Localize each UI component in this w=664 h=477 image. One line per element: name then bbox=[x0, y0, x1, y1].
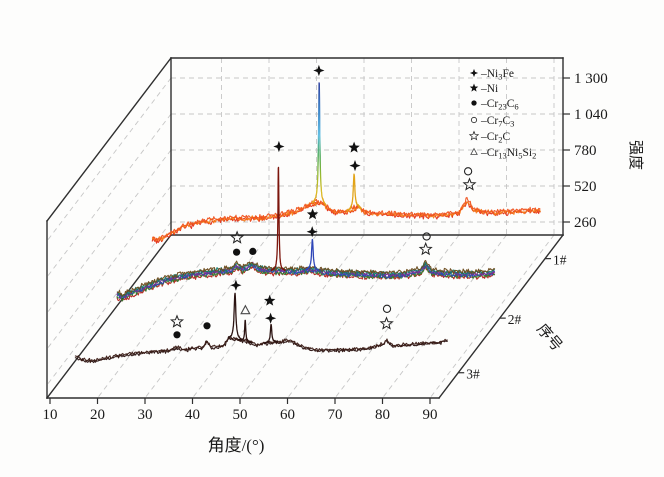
trace-2# bbox=[116, 261, 495, 298]
marker-star-open-icon bbox=[379, 316, 394, 330]
x-tick-label: 40 bbox=[185, 407, 200, 423]
marker-circle-filled-icon bbox=[203, 322, 211, 330]
marker-star-filled-icon bbox=[263, 294, 276, 306]
grid-floor-diagonal bbox=[97, 234, 222, 399]
peak-2# bbox=[304, 238, 320, 272]
x-tick-label: 10 bbox=[43, 407, 58, 423]
peak-3# bbox=[237, 319, 253, 344]
trace-2# bbox=[116, 259, 496, 297]
marker-star-filled-icon bbox=[306, 208, 319, 220]
gridlines bbox=[46, 58, 563, 399]
marker-triangle-open-icon bbox=[240, 304, 251, 315]
trace-3# bbox=[74, 337, 448, 364]
legend-item: –Cr13​Ni5​Si2​ bbox=[470, 147, 536, 161]
grid-floor-diagonal bbox=[287, 234, 412, 399]
marker-circle-open-icon bbox=[422, 232, 431, 241]
marker-circle-open-icon bbox=[382, 304, 392, 313]
marker-plus-icon bbox=[273, 140, 285, 153]
box-edge bbox=[46, 234, 172, 399]
x-tick-label: 60 bbox=[280, 407, 295, 423]
grid-floor-diagonal bbox=[382, 234, 507, 399]
z-axis-title: 序号 bbox=[533, 321, 565, 355]
z-tick-label: 1# bbox=[553, 253, 567, 268]
grid-leftwall-diagonal bbox=[46, 185, 172, 350]
legend-item: –Cr23​C6​ bbox=[471, 98, 519, 112]
box-edge bbox=[438, 234, 564, 399]
legend-item: –Cr7​C3​ bbox=[470, 115, 514, 129]
x-tick-label: 80 bbox=[375, 407, 390, 423]
marker-circle-filled-icon bbox=[233, 248, 241, 256]
x-tick-label: 20 bbox=[90, 407, 105, 423]
legend: –Ni3​Fe–Ni –Cr23​C6​ –Cr7​C3​ –Cr2​C –Cr13​N… bbox=[468, 68, 536, 161]
traces bbox=[74, 82, 541, 364]
legend-label: –Cr7​C3​ bbox=[480, 115, 514, 129]
axes-box bbox=[46, 57, 564, 399]
x-tick-label: 50 bbox=[233, 407, 248, 423]
marker-star-filled-icon bbox=[469, 83, 479, 92]
x-tick-label: 70 bbox=[328, 407, 343, 423]
marker-star-open-icon bbox=[462, 177, 477, 191]
y-tick-label: 520 bbox=[574, 179, 597, 195]
legend-label: –Ni bbox=[480, 83, 498, 95]
y-tick-label: 1 300 bbox=[574, 71, 608, 87]
marker-plus-icon bbox=[313, 64, 325, 77]
axis-ticks-labels: 10 20 30 40 50 60 70 80 90 260 520 780 1 040 1 300 1# 2… bbox=[43, 71, 608, 423]
grid-floor-diagonal bbox=[429, 234, 555, 399]
grid-floor-diagonal bbox=[239, 234, 365, 399]
legend-label: –Cr23​C6​ bbox=[480, 98, 519, 112]
grid-leftwall-diagonal bbox=[46, 113, 172, 278]
legend-label: –Ni3​Fe bbox=[480, 68, 514, 82]
z-tick-label: 3# bbox=[466, 367, 480, 382]
marker-triangle-open-icon bbox=[470, 147, 478, 155]
marker-plus-icon bbox=[230, 279, 242, 291]
marker-plus-icon bbox=[265, 312, 277, 324]
marker-star-open-icon bbox=[230, 230, 245, 244]
grid-leftwall-diagonal bbox=[46, 221, 172, 386]
peak-3# bbox=[227, 292, 243, 341]
box-edge bbox=[46, 57, 172, 222]
marker-star-open-icon bbox=[169, 314, 185, 328]
grid-floor-diagonal bbox=[192, 234, 317, 399]
z-tick-label: 2# bbox=[508, 312, 522, 327]
legend-item: –Cr2​C bbox=[468, 130, 511, 145]
marker-circle-filled-icon bbox=[173, 331, 181, 339]
y-axis-title: 强度 bbox=[627, 140, 644, 170]
y-tick-label: 1 040 bbox=[574, 107, 608, 123]
peak-markers bbox=[169, 64, 477, 339]
y-tick-label: 780 bbox=[574, 143, 597, 159]
marker-plus-icon bbox=[349, 160, 361, 172]
trace-1# bbox=[151, 196, 541, 242]
marker-plus-icon bbox=[306, 226, 318, 238]
marker-star-open-icon bbox=[468, 130, 480, 141]
marker-circle-filled-icon bbox=[471, 100, 477, 106]
grid-floor-diagonal bbox=[334, 234, 460, 399]
marker-plus-icon bbox=[469, 68, 479, 78]
marker-star-open-icon bbox=[418, 241, 433, 256]
legend-item: –Ni bbox=[469, 83, 498, 95]
trace-1# bbox=[151, 201, 541, 244]
grid-leftwall-diagonal bbox=[46, 149, 172, 314]
peak-2# bbox=[270, 166, 287, 272]
peak-1# bbox=[311, 82, 327, 207]
peak-3# bbox=[263, 323, 279, 345]
peak-1# bbox=[346, 173, 362, 212]
legend-item: –Ni3​Fe bbox=[469, 68, 514, 82]
x-axis-title: 角度/(°) bbox=[208, 436, 265, 455]
marker-circle-open-icon bbox=[470, 116, 478, 124]
legend-label: –Cr13​Ni5​Si2​ bbox=[480, 147, 536, 161]
x-tick-label: 90 bbox=[423, 407, 438, 423]
y-tick-label: 260 bbox=[574, 215, 597, 231]
legend-label: –Cr2​C bbox=[480, 131, 511, 145]
grid-leftwall-diagonal bbox=[46, 77, 172, 242]
marker-star-filled-icon bbox=[348, 141, 360, 153]
x-tick-label: 30 bbox=[138, 407, 153, 423]
grid-floor-diagonal bbox=[144, 234, 270, 399]
marker-circle-open-icon bbox=[463, 167, 473, 176]
marker-circle-filled-icon bbox=[249, 247, 257, 255]
trace-3# bbox=[74, 335, 448, 364]
